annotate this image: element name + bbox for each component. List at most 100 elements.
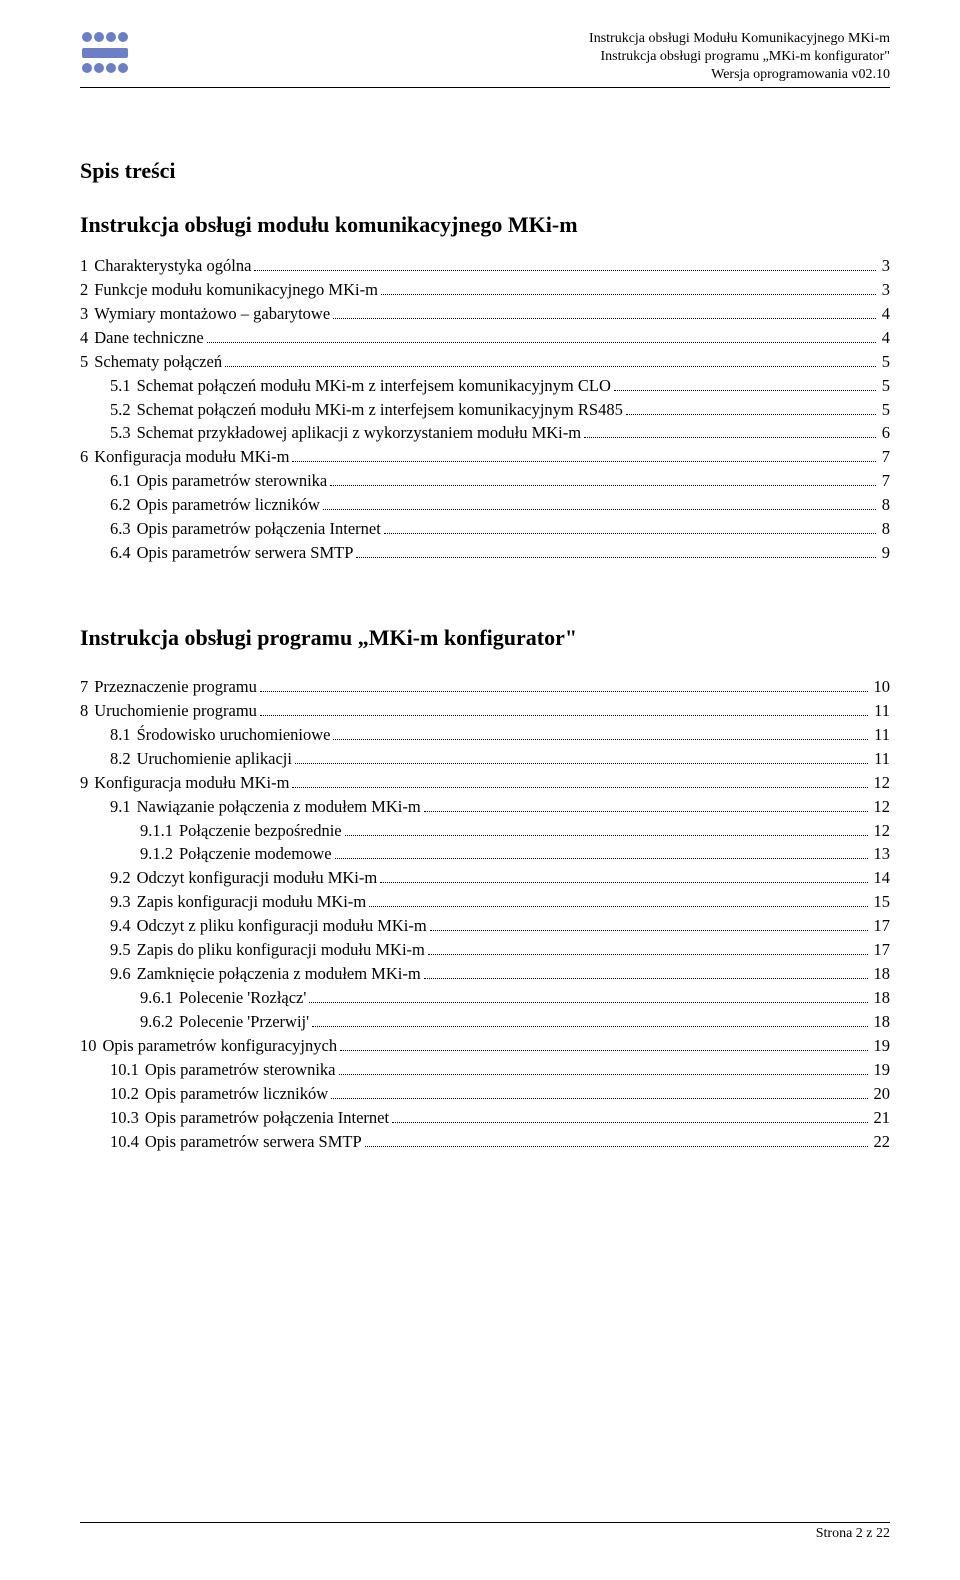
toc-entry-title: Schemat połączeń modułu MKi-m z interfej… — [137, 374, 611, 398]
toc-entry-page: 12 — [871, 771, 891, 795]
toc-leader-dots — [333, 318, 876, 319]
toc-entry: 8Uruchomienie programu 11 — [80, 699, 890, 723]
toc-entry-number: 10.1 — [110, 1058, 145, 1082]
toc-entry-title: Polecenie 'Rozłącz' — [179, 986, 306, 1010]
toc-entry-page: 17 — [871, 914, 891, 938]
toc-entry: 6.4Opis parametrów serwera SMTP9 — [80, 541, 890, 565]
toc-entry: 9.6.1Polecenie 'Rozłącz'18 — [80, 986, 890, 1010]
toc-entry-page: 20 — [871, 1082, 891, 1106]
page-header: Instrukcja obsługi Modułu Komunikacyjneg… — [80, 30, 890, 88]
toc-entry-page: 3 — [879, 278, 890, 302]
toc-entry-title: Przeznaczenie programu — [94, 675, 257, 699]
toc-entry-page: 11 — [871, 699, 890, 723]
toc-entry-page: 4 — [879, 326, 890, 350]
toc-entry-page: 7 — [879, 469, 890, 493]
toc-entry-number: 9.1 — [110, 795, 137, 819]
toc-title: Spis treści — [80, 158, 890, 184]
toc-leader-dots — [225, 366, 876, 367]
toc-entry-number: 10.4 — [110, 1130, 145, 1154]
toc-entry: 9.6Zamknięcie połączenia z modułem MKi-m… — [80, 962, 890, 986]
toc-entry-title: Funkcje modułu komunikacyjnego MKi-m — [94, 278, 378, 302]
toc-entry-number: 9.3 — [110, 890, 137, 914]
header-line3: Wersja oprogramowania v02.10 — [80, 66, 890, 84]
toc-entry-page: 8 — [879, 517, 890, 541]
toc-entry-number: 5.3 — [110, 421, 137, 445]
toc-entry-page: 10 — [871, 675, 891, 699]
toc-entry-title: Opis parametrów serwera SMTP — [145, 1130, 362, 1154]
toc-entry: 9.2Odczyt konfiguracji modułu MKi-m14 — [80, 866, 890, 890]
toc-leader-dots — [424, 811, 868, 812]
toc-leader-dots — [330, 485, 876, 486]
toc-leader-dots — [392, 1122, 867, 1123]
toc-leader-dots — [292, 461, 875, 462]
toc-entry: 4Dane techniczne4 — [80, 326, 890, 350]
toc-entry-number: 6.3 — [110, 517, 137, 541]
footer-text: Strona 2 z 22 — [816, 1526, 890, 1541]
toc-entry-title: Zapis konfiguracji modułu MKi-m — [137, 890, 367, 914]
toc-entry-title: Opis parametrów serwera SMTP — [137, 541, 354, 565]
toc-entry-page: 18 — [871, 962, 891, 986]
toc-entry-title: Opis parametrów połączenia Internet — [145, 1106, 389, 1130]
toc-entry-number: 5.2 — [110, 398, 137, 422]
toc-entry-number: 9.6.2 — [140, 1010, 179, 1034]
toc-leader-dots — [295, 763, 868, 764]
toc-entry-number: 9.4 — [110, 914, 137, 938]
toc-entry-number: 9.2 — [110, 866, 137, 890]
toc-entry-title: Połączenie bezpośrednie — [179, 819, 342, 843]
toc-entry-number: 6 — [80, 445, 94, 469]
toc-leader-dots — [365, 1146, 868, 1147]
toc-entry-title: Środowisko uruchomieniowe — [137, 723, 331, 747]
toc-leader-dots — [331, 1098, 867, 1099]
toc-leader-dots — [207, 342, 876, 343]
toc-entry-title: Opis parametrów sterownika — [145, 1058, 336, 1082]
toc-entry-title: Opis parametrów konfiguracyjnych — [103, 1034, 338, 1058]
page-content: Spis treści Instrukcja obsługi modułu ko… — [80, 158, 890, 1153]
toc-entry: 6Konfiguracja modułu MKi-m7 — [80, 445, 890, 469]
toc-entry-title: Zamknięcie połączenia z modułem MKi-m — [137, 962, 421, 986]
toc-entry-title: Uruchomienie aplikacji — [137, 747, 292, 771]
toc-entry: 6.1Opis parametrów sterownika7 — [80, 469, 890, 493]
toc-entry-number: 5.1 — [110, 374, 137, 398]
toc-entry-number: 9 — [80, 771, 94, 795]
toc-entry-page: 13 — [871, 842, 891, 866]
toc-subtitle-1: Instrukcja obsługi modułu komunikacyjneg… — [80, 212, 890, 238]
toc-entry-number: 8 — [80, 699, 94, 723]
toc-entry-title: Polecenie 'Przerwij' — [179, 1010, 309, 1034]
toc-entry: 5.3Schemat przykładowej aplikacji z wyko… — [80, 421, 890, 445]
toc-entry-page: 19 — [871, 1034, 891, 1058]
toc-entry: 6.3Opis parametrów połączenia Internet 8 — [80, 517, 890, 541]
toc-entry: 9.4Odczyt z pliku konfiguracji modułu MK… — [80, 914, 890, 938]
toc-entry-number: 6.4 — [110, 541, 137, 565]
toc-entry-number: 9.5 — [110, 938, 137, 962]
toc-entry: 6.2Opis parametrów liczników8 — [80, 493, 890, 517]
header-line2: Instrukcja obsługi programu „MKi-m konfi… — [80, 48, 890, 66]
toc-leader-dots — [584, 437, 876, 438]
toc-entry-title: Opis parametrów połączenia Internet — [137, 517, 381, 541]
toc-entry: 10.2Opis parametrów liczników20 — [80, 1082, 890, 1106]
toc-entry-number: 10 — [80, 1034, 103, 1058]
toc-subtitle-2: Instrukcja obsługi programu „MKi-m konfi… — [80, 625, 890, 651]
toc-entry-page: 8 — [879, 493, 890, 517]
toc-leader-dots — [312, 1026, 867, 1027]
toc-leader-dots — [381, 294, 876, 295]
toc-leader-dots — [260, 715, 868, 716]
toc-entry-number: 9.6.1 — [140, 986, 179, 1010]
toc-leader-dots — [430, 930, 868, 931]
toc-leader-dots — [626, 414, 876, 415]
toc-entry-title: Uruchomienie programu — [94, 699, 257, 723]
toc-entry: 9Konfiguracja modułu MKi-m12 — [80, 771, 890, 795]
toc-entry-title: Schematy połączeń — [94, 350, 222, 374]
toc-entry-number: 2 — [80, 278, 94, 302]
toc-entry: 10.1Opis parametrów sterownika19 — [80, 1058, 890, 1082]
toc-entry: 2Funkcje modułu komunikacyjnego MKi-m 3 — [80, 278, 890, 302]
toc-entry: 9.1.1Połączenie bezpośrednie12 — [80, 819, 890, 843]
toc-entry-page: 18 — [871, 1010, 891, 1034]
toc-entry-page: 5 — [879, 398, 890, 422]
toc-entry-number: 8.1 — [110, 723, 137, 747]
toc-entry-number: 7 — [80, 675, 94, 699]
toc-leader-dots — [260, 691, 868, 692]
toc-entry-title: Schemat połączeń modułu MKi-m z interfej… — [137, 398, 623, 422]
toc-entry: 3Wymiary montażowo – gabarytowe4 — [80, 302, 890, 326]
toc-entry-title: Konfiguracja modułu MKi-m — [94, 445, 289, 469]
toc-entry: 1Charakterystyka ogólna3 — [80, 254, 890, 278]
